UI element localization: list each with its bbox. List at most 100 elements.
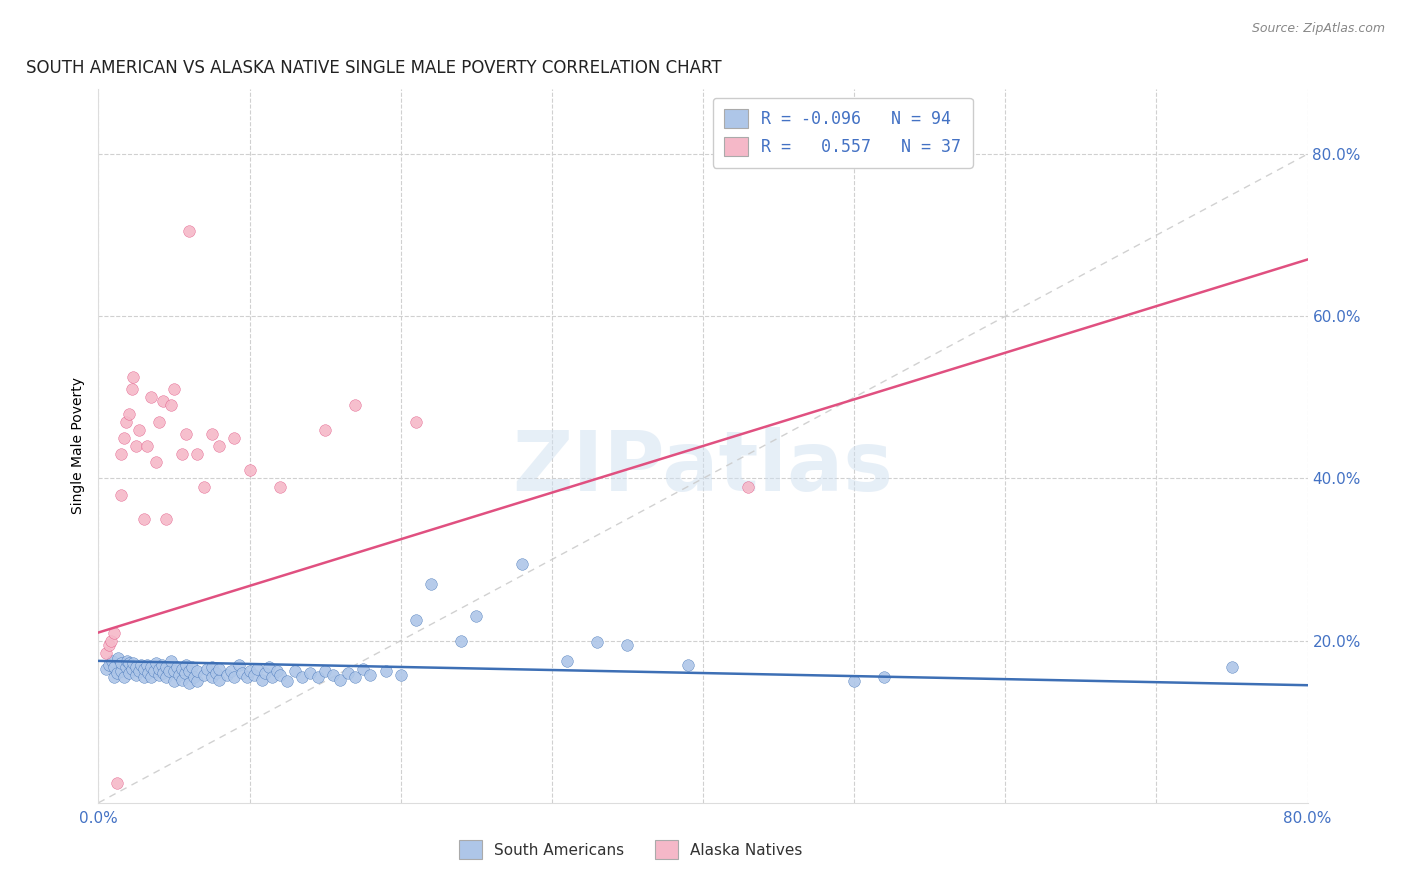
Point	[107, 651, 129, 665]
Point	[155, 659, 177, 673]
Point	[132, 662, 155, 676]
Text: SOUTH AMERICAN VS ALASKA NATIVE SINGLE MALE POVERTY CORRELATION CHART: SOUTH AMERICAN VS ALASKA NATIVE SINGLE M…	[25, 59, 721, 77]
Point	[246, 662, 269, 676]
Point	[115, 654, 138, 668]
Point	[269, 667, 291, 681]
Point	[276, 674, 298, 689]
Point	[201, 670, 224, 684]
Point	[145, 657, 167, 671]
Point	[186, 664, 208, 678]
Point	[193, 668, 215, 682]
Point	[122, 370, 145, 384]
Point	[141, 670, 163, 684]
Point	[110, 664, 132, 678]
Point	[98, 638, 121, 652]
Point	[166, 659, 188, 673]
Point	[221, 664, 243, 678]
Point	[284, 665, 307, 679]
Point	[173, 666, 195, 681]
Point	[208, 662, 231, 676]
Point	[844, 674, 866, 689]
Point	[183, 670, 205, 684]
Point	[179, 675, 201, 690]
Point	[121, 382, 143, 396]
Point	[163, 382, 186, 396]
Point	[174, 657, 197, 672]
Legend: South Americans, Alaska Natives: South Americans, Alaska Natives	[451, 832, 810, 866]
Point	[314, 423, 336, 437]
Point	[262, 670, 284, 684]
Point	[132, 512, 155, 526]
Point	[873, 670, 896, 684]
Point	[94, 646, 117, 660]
Point	[110, 657, 132, 671]
Point	[167, 668, 190, 682]
Point	[329, 673, 352, 687]
Point	[174, 426, 197, 441]
Point	[152, 666, 174, 681]
Point	[121, 662, 143, 676]
Point	[555, 654, 578, 668]
Point	[405, 415, 427, 429]
Point	[135, 657, 157, 672]
Point	[170, 447, 193, 461]
Point	[103, 670, 125, 684]
Point	[128, 665, 150, 679]
Point	[224, 431, 246, 445]
Point	[465, 609, 488, 624]
Point	[322, 668, 344, 682]
Point	[148, 662, 170, 676]
Point	[1220, 659, 1243, 673]
Point	[352, 662, 374, 676]
Point	[110, 488, 132, 502]
Point	[253, 666, 276, 681]
Point	[112, 431, 135, 445]
Point	[239, 463, 262, 477]
Point	[155, 670, 177, 684]
Point	[170, 673, 193, 687]
Point	[389, 668, 412, 682]
Point	[148, 415, 170, 429]
Point	[181, 660, 204, 674]
Point	[94, 662, 117, 676]
Point	[250, 673, 273, 687]
Point	[215, 667, 238, 681]
Point	[136, 666, 159, 681]
Point	[269, 479, 291, 493]
Point	[228, 657, 250, 672]
Point	[141, 390, 163, 404]
Point	[143, 664, 166, 678]
Point	[243, 668, 266, 682]
Text: ZIPatlas: ZIPatlas	[513, 427, 893, 508]
Point	[163, 664, 186, 678]
Point	[201, 426, 224, 441]
Point	[128, 423, 150, 437]
Point	[103, 625, 125, 640]
Point	[420, 577, 443, 591]
Point	[186, 447, 208, 461]
Point	[118, 656, 141, 670]
Point	[122, 657, 145, 671]
Point	[129, 657, 152, 672]
Point	[105, 775, 128, 789]
Point	[98, 657, 121, 672]
Point	[103, 659, 125, 673]
Point	[266, 664, 288, 678]
Point	[586, 635, 609, 649]
Point	[205, 666, 228, 681]
Point	[160, 399, 183, 413]
Point	[132, 670, 155, 684]
Point	[257, 660, 280, 674]
Point	[314, 664, 336, 678]
Point	[336, 666, 359, 681]
Point	[179, 224, 201, 238]
Point	[160, 654, 183, 668]
Point	[150, 657, 173, 672]
Point	[135, 439, 157, 453]
Point	[450, 633, 472, 648]
Point	[179, 665, 201, 679]
Point	[676, 657, 699, 672]
Point	[299, 666, 322, 681]
Point	[193, 479, 215, 493]
Point	[195, 662, 218, 676]
